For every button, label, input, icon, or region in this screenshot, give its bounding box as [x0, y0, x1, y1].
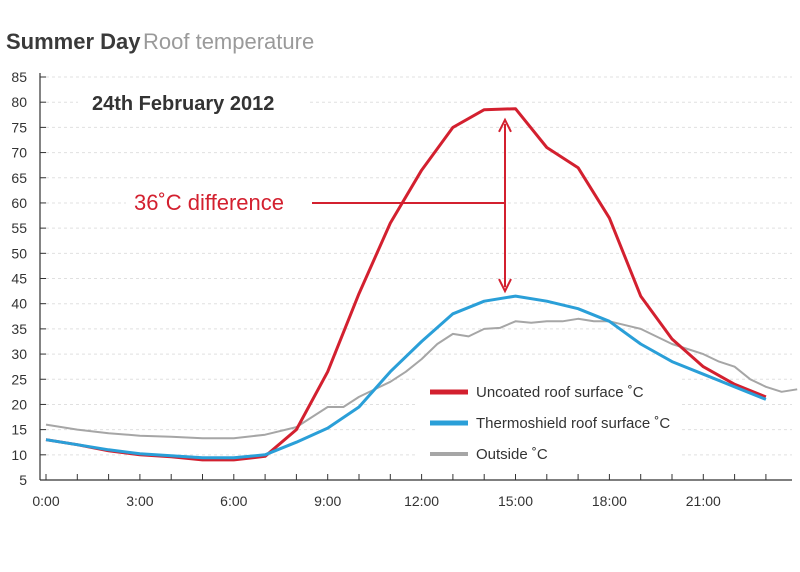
y-tick-label: 80	[11, 94, 27, 110]
difference-label: 36˚C difference	[134, 190, 284, 215]
series-line	[45, 294, 767, 460]
y-tick-label: 30	[11, 346, 27, 362]
x-tick-label: 3:00	[126, 493, 153, 509]
x-tick-label: 15:00	[498, 493, 533, 509]
y-tick-label: 45	[11, 271, 27, 287]
y-tick-label: 70	[11, 145, 27, 161]
difference-arrow-head-up	[498, 117, 512, 133]
x-tick-label: 21:00	[686, 493, 721, 509]
y-tick-label: 25	[11, 371, 27, 387]
y-tick-label: 20	[11, 396, 27, 412]
y-tick-label: 5	[19, 472, 27, 488]
difference-arrow-head-down	[498, 278, 512, 294]
difference-annotation: 36˚C difference	[126, 117, 512, 294]
difference-label-background	[126, 186, 312, 218]
y-tick-label: 55	[11, 220, 27, 236]
legend-label: Uncoated roof surface ˚C	[476, 384, 644, 401]
legend: Uncoated roof surface ˚C Thermoshield roo…	[418, 377, 680, 469]
y-tick-label: 40	[11, 296, 27, 312]
legend-label: Thermoshield roof surface ˚C	[476, 415, 670, 432]
y-tick-label: 60	[11, 195, 27, 211]
y-tick-label: 50	[11, 245, 27, 261]
series-line	[45, 317, 798, 440]
y-tick-label: 65	[11, 170, 27, 186]
y-tick-label: 10	[11, 447, 27, 463]
chart-title: Summer Day	[6, 29, 141, 54]
x-tick-label: 6:00	[220, 493, 247, 509]
y-tick-label: 15	[11, 422, 27, 438]
y-tick-label: 75	[11, 119, 27, 135]
axes-layer	[39, 73, 792, 481]
series-layer	[45, 107, 798, 462]
x-tick-label: 18:00	[592, 493, 627, 509]
y-tick-label: 85	[11, 69, 27, 85]
x-tick-label: 0:00	[32, 493, 59, 509]
x-tick-label: 9:00	[314, 493, 341, 509]
chart-subtitle: Roof temperature	[143, 29, 314, 54]
date-label: 24th February 2012	[92, 93, 274, 115]
ticks-layer: 5 10 15 20 25 30 35 40 45 50 55 60 65 70 75 80 85 0:00 3:0…	[11, 69, 767, 509]
y-tick-label: 35	[11, 321, 27, 337]
legend-label: Outside ˚C	[476, 446, 548, 463]
x-tick-label: 12:00	[404, 493, 439, 509]
date-label-background	[78, 86, 310, 118]
